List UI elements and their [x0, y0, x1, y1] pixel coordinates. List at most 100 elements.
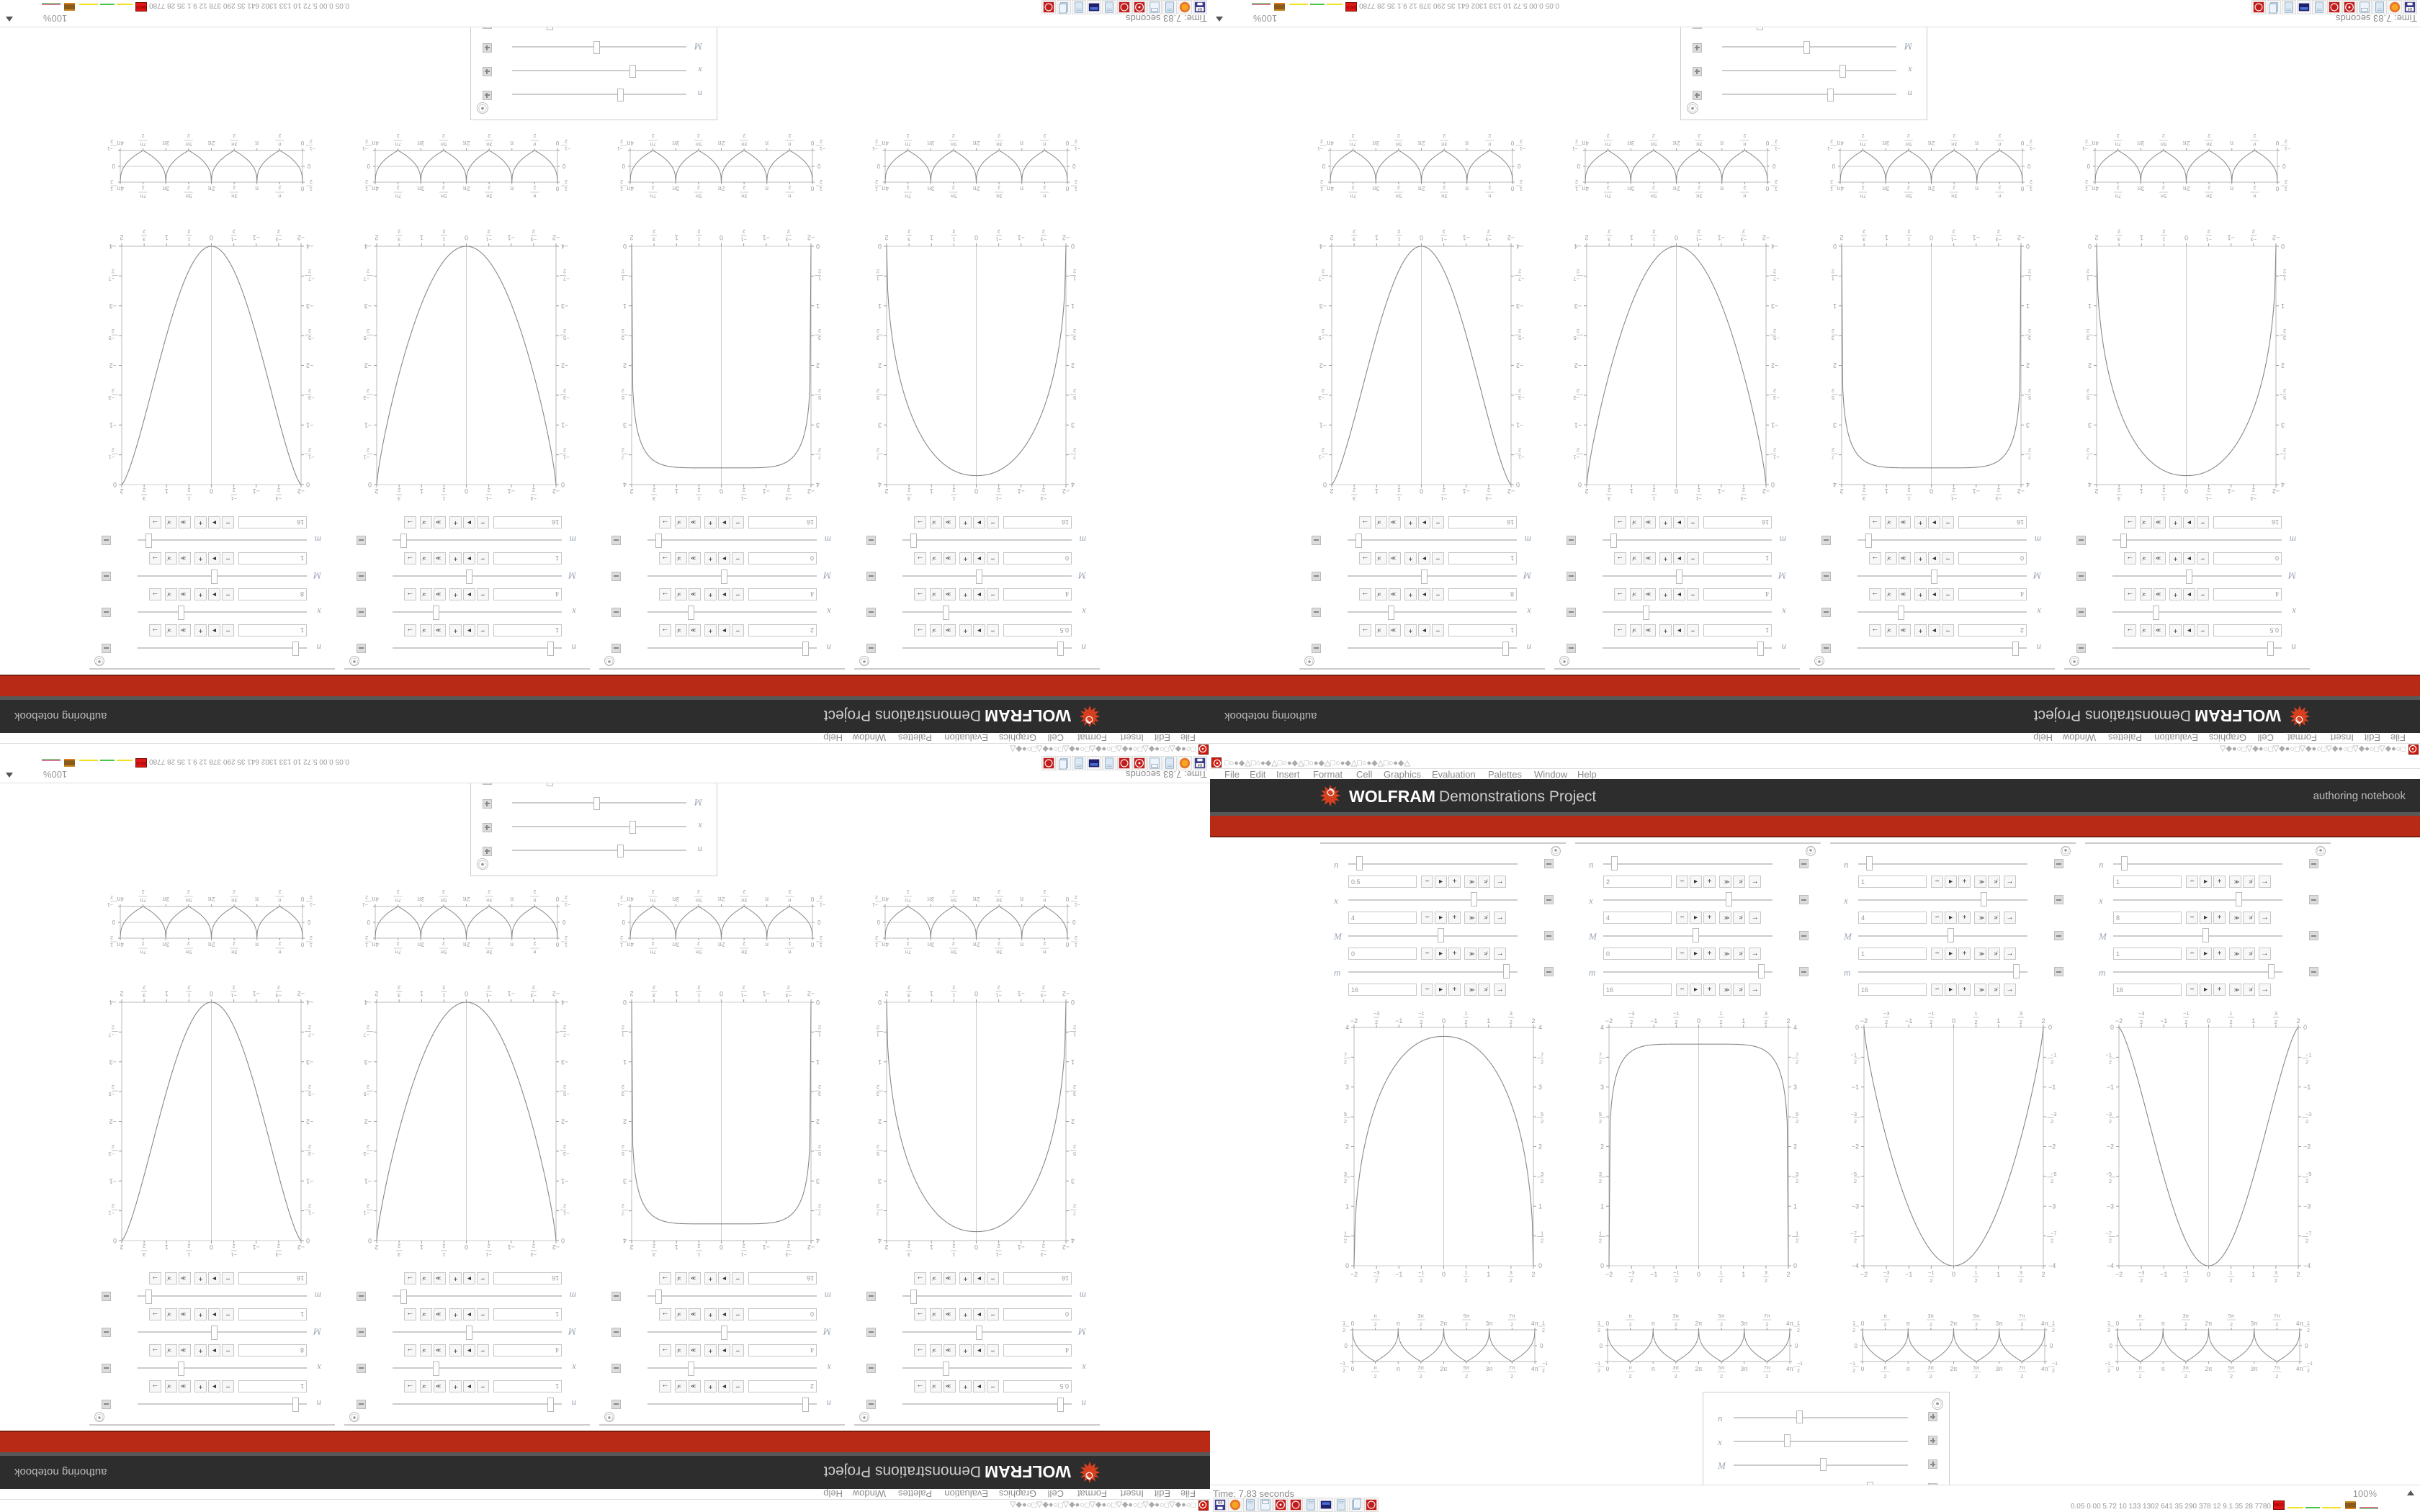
svg-text:−2: −2: [2272, 487, 2280, 495]
svg-text:2: 2: [110, 138, 113, 143]
svg-text:2: 2: [1420, 1323, 1422, 1328]
svg-text:3π: 3π: [417, 185, 424, 192]
svg-text:2: 2: [878, 362, 882, 369]
svg-text:−1: −1: [1928, 1010, 1935, 1017]
svg-text:2: 2: [1488, 132, 1491, 138]
svg-text:3π: 3π: [1418, 1366, 1425, 1371]
svg-text:−1: −1: [1018, 487, 1025, 495]
svg-text:3: 3: [878, 1177, 882, 1184]
svg-text:0: 0: [2275, 185, 2279, 192]
svg-text:2: 2: [563, 387, 566, 394]
svg-text:−4: −4: [1319, 243, 1327, 250]
svg-text:2: 2: [233, 184, 236, 189]
svg-text:2: 2: [652, 132, 655, 138]
svg-text:−1: −1: [308, 1210, 315, 1217]
svg-text:−1: −1: [1516, 421, 1523, 428]
svg-text:1: 1: [2088, 302, 2092, 310]
svg-text:2: 2: [110, 935, 113, 940]
svg-text:2: 2: [1577, 268, 1579, 274]
svg-text:5π: 5π: [1650, 193, 1657, 198]
svg-text:2: 2: [1320, 138, 1323, 143]
svg-text:0: 0: [2027, 163, 2030, 169]
svg-text:2: 2: [1465, 1323, 1468, 1328]
svg-text:3: 3: [2118, 236, 2120, 243]
svg-text:2: 2: [1608, 228, 1610, 235]
svg-text:4π: 4π: [1582, 185, 1589, 192]
svg-text:2: 2: [653, 487, 655, 493]
svg-text:1: 1: [420, 1243, 424, 1251]
svg-text:3: 3: [2020, 1010, 2022, 1017]
svg-text:−1: −1: [565, 901, 570, 906]
svg-text:0: 0: [300, 896, 304, 902]
svg-text:2: 2: [1997, 487, 2000, 493]
svg-text:−2: −2: [1507, 234, 1515, 241]
svg-text:−1: −1: [107, 145, 113, 150]
svg-text:2: 2: [653, 984, 655, 991]
svg-text:2: 2: [398, 487, 400, 493]
svg-text:2π: 2π: [2205, 1320, 2213, 1327]
svg-text:2: 2: [112, 1024, 115, 1030]
svg-text:1: 1: [442, 236, 445, 243]
svg-text:3π: 3π: [231, 193, 238, 198]
svg-text:−2: −2: [1605, 1017, 1613, 1025]
svg-text:3: 3: [908, 236, 910, 243]
svg-text:π: π: [533, 897, 537, 902]
svg-text:2: 2: [1043, 184, 1046, 189]
svg-text:5: 5: [1796, 1111, 1798, 1117]
svg-text:0: 0: [2110, 1024, 2114, 1031]
svg-text:1: 1: [2140, 487, 2143, 495]
svg-text:2: 2: [2162, 228, 2165, 235]
svg-text:7π: 7π: [140, 897, 146, 902]
svg-text:5π: 5π: [440, 193, 447, 198]
svg-text:0: 0: [623, 243, 627, 250]
svg-text:2π: 2π: [717, 140, 725, 146]
svg-text:π: π: [510, 941, 514, 948]
svg-text:5: 5: [877, 1151, 879, 1157]
svg-text:2: 2: [1765, 1374, 1768, 1380]
svg-text:2: 2: [488, 132, 490, 138]
svg-text:0: 0: [2207, 1017, 2210, 1025]
svg-text:1: 1: [1375, 234, 1379, 241]
svg-text:5π: 5π: [2228, 1314, 2235, 1319]
svg-text:2: 2: [1599, 1238, 1602, 1244]
svg-text:2: 2: [1510, 1019, 1512, 1025]
svg-text:2π: 2π: [717, 185, 725, 192]
svg-text:3: 3: [816, 1177, 820, 1184]
svg-text:1: 1: [622, 1031, 624, 1038]
svg-text:2: 2: [629, 1243, 633, 1251]
svg-text:2: 2: [908, 228, 910, 235]
svg-text:−1: −1: [1695, 495, 1702, 502]
svg-text:2: 2: [143, 228, 145, 235]
svg-text:π: π: [1998, 193, 2002, 198]
svg-text:π: π: [1743, 141, 1747, 146]
svg-text:2: 2: [1344, 1178, 1347, 1184]
svg-text:2: 2: [622, 268, 624, 274]
svg-text:−2: −2: [552, 1243, 560, 1251]
svg-text:−1: −1: [1463, 234, 1470, 241]
svg-text:2: 2: [1742, 228, 1745, 235]
svg-text:−1: −1: [1440, 495, 1447, 502]
svg-text:5: 5: [1541, 1111, 1543, 1117]
svg-text:−1: −1: [1463, 487, 1470, 495]
svg-text:π: π: [765, 941, 769, 948]
svg-text:7π: 7π: [2274, 1314, 2280, 1319]
svg-text:2: 2: [1375, 1277, 1378, 1284]
svg-text:−1: −1: [109, 1177, 117, 1184]
svg-text:0: 0: [816, 999, 820, 1006]
svg-text:−1: −1: [2107, 1084, 2114, 1091]
svg-text:3π: 3π: [1696, 141, 1703, 146]
svg-text:−1: −1: [508, 1243, 515, 1251]
svg-text:2: 2: [998, 487, 1000, 493]
svg-text:5: 5: [1599, 1111, 1602, 1117]
svg-text:4π: 4π: [117, 941, 124, 948]
svg-text:−2: −2: [561, 362, 568, 369]
svg-text:0: 0: [877, 919, 880, 925]
svg-text:2: 2: [816, 362, 820, 369]
svg-text:−4: −4: [561, 243, 568, 250]
svg-text:−1: −1: [1418, 1269, 1425, 1276]
svg-text:π: π: [1020, 941, 1024, 948]
svg-text:2: 2: [2051, 1178, 2053, 1184]
svg-text:−3: −3: [2107, 1202, 2114, 1210]
svg-text:3: 3: [1832, 335, 1834, 341]
svg-text:−1: −1: [306, 421, 313, 428]
